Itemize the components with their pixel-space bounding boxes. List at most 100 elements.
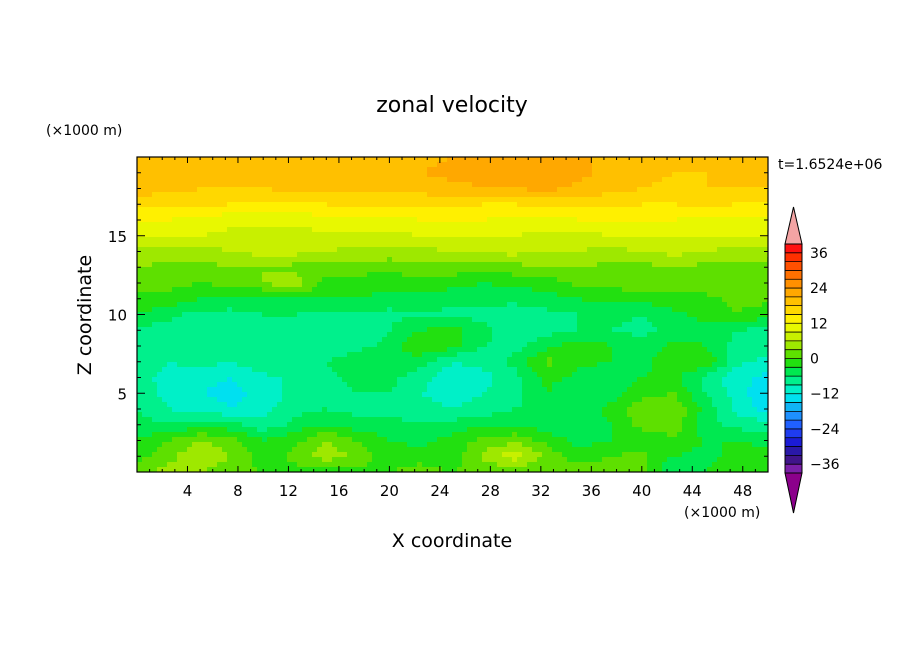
contour-cell	[222, 312, 228, 318]
contour-cell	[492, 237, 498, 243]
contour-cell	[432, 292, 438, 298]
contour-cell	[437, 167, 443, 173]
contour-cell	[182, 227, 188, 233]
contour-cell	[432, 252, 438, 258]
contour-cell	[277, 207, 283, 213]
contour-cell	[472, 337, 478, 343]
contour-cell	[197, 262, 203, 268]
contour-cell	[347, 307, 353, 313]
contour-cell	[722, 257, 728, 263]
contour-cell	[592, 337, 598, 343]
contour-cell	[627, 322, 633, 328]
contour-cell	[292, 237, 298, 243]
contour-cell	[202, 187, 208, 193]
contour-cell	[467, 237, 473, 243]
contour-cell	[612, 292, 618, 298]
contour-cell	[147, 172, 153, 178]
contour-cell	[377, 207, 383, 213]
contour-cell	[717, 217, 723, 223]
contour-cell	[212, 257, 218, 263]
contour-cell	[142, 292, 148, 298]
contour-cell	[622, 257, 628, 263]
contour-cell	[312, 277, 318, 283]
contour-cell	[247, 352, 253, 358]
contour-cell	[647, 317, 653, 323]
contour-cell	[342, 252, 348, 258]
contour-cell	[327, 272, 333, 278]
contour-cell	[297, 277, 303, 283]
contour-cell	[737, 227, 743, 233]
contour-cell	[357, 327, 363, 333]
contour-cell	[727, 342, 733, 348]
contour-cell	[362, 192, 368, 198]
contour-cell	[592, 207, 598, 213]
contour-cell	[332, 277, 338, 283]
contour-cell	[147, 327, 153, 333]
contour-cell	[547, 262, 553, 268]
contour-cell	[307, 317, 313, 323]
contour-cell	[292, 167, 298, 173]
contour-cell	[467, 337, 473, 343]
contour-cell	[667, 202, 673, 208]
contour-cell	[472, 327, 478, 333]
contour-cell	[642, 322, 648, 328]
contour-cell	[472, 332, 478, 338]
contour-cell	[387, 167, 393, 173]
contour-cell	[322, 212, 328, 218]
contour-cell	[277, 222, 283, 228]
contour-cell	[572, 217, 578, 223]
contour-cell	[732, 172, 738, 178]
contour-cell	[307, 157, 313, 163]
contour-cell	[232, 207, 238, 213]
contour-cell	[617, 247, 623, 253]
contour-cell	[652, 272, 658, 278]
contour-cell	[722, 297, 728, 303]
contour-cell	[287, 157, 293, 163]
contour-cell	[687, 177, 693, 183]
contour-cell	[497, 237, 503, 243]
contour-cell	[687, 222, 693, 228]
contour-cell	[502, 287, 508, 293]
contour-cell	[277, 347, 283, 353]
contour-cell	[362, 332, 368, 338]
contour-cell	[517, 332, 523, 338]
contour-cell	[282, 287, 288, 293]
contour-cell	[152, 322, 158, 328]
contour-cell	[352, 217, 358, 223]
contour-cell	[137, 282, 143, 288]
contour-cell	[232, 192, 238, 198]
contour-cell	[407, 257, 413, 263]
contour-cell	[687, 257, 693, 263]
contour-cell	[592, 302, 598, 308]
contour-cell	[332, 217, 338, 223]
contour-cell	[347, 282, 353, 288]
contour-cell	[512, 292, 518, 298]
contour-cell	[252, 352, 258, 358]
contour-cell	[432, 342, 438, 348]
contour-cell	[712, 282, 718, 288]
contour-cell	[257, 227, 263, 233]
contour-cell	[597, 242, 603, 248]
contour-cell	[622, 327, 628, 333]
contour-cell	[522, 177, 528, 183]
contour-cell	[682, 252, 688, 258]
contour-cell	[457, 182, 463, 188]
contour-cell	[747, 297, 753, 303]
contour-cell	[167, 177, 173, 183]
contour-cell	[202, 317, 208, 323]
contour-cell	[697, 292, 703, 298]
contour-cell	[462, 272, 468, 278]
contour-cell	[517, 222, 523, 228]
contour-cell	[712, 167, 718, 173]
contour-cell	[602, 167, 608, 173]
contour-cell	[452, 272, 458, 278]
contour-cell	[402, 247, 408, 253]
contour-cell	[217, 182, 223, 188]
contour-cell	[527, 312, 533, 318]
contour-cell	[277, 247, 283, 253]
contour-cell	[512, 232, 518, 238]
contour-cell	[517, 277, 523, 283]
contour-cell	[192, 172, 198, 178]
contour-cell	[552, 237, 558, 243]
contour-cell	[752, 337, 758, 343]
